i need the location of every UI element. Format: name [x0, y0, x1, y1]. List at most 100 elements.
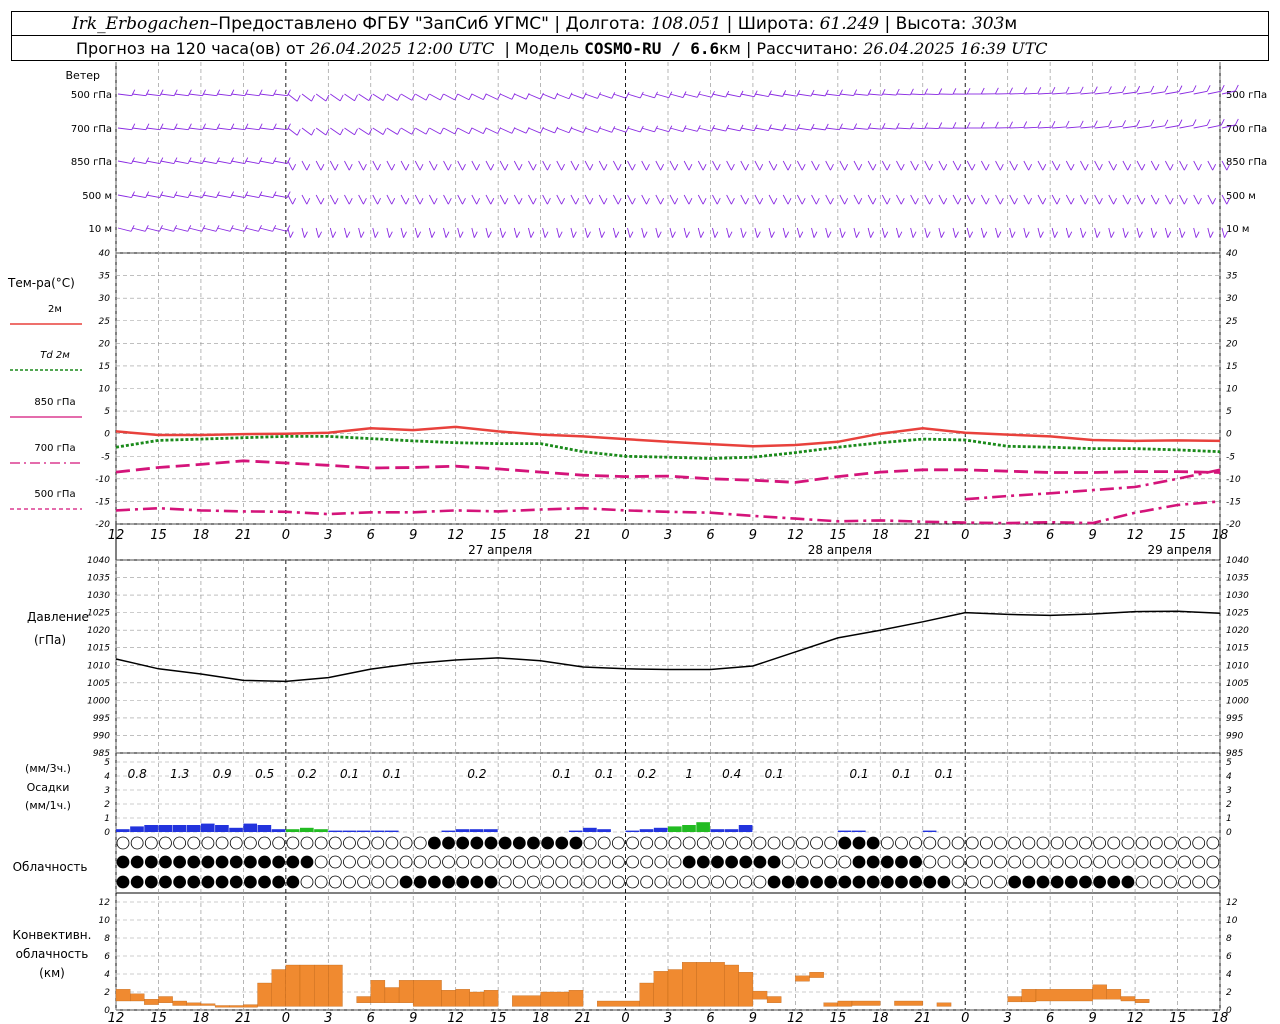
date-label: 29 апреля — [1147, 543, 1211, 557]
wind-barb — [231, 227, 245, 232]
cloud-symbol — [682, 875, 696, 889]
wind-barb-feather — [368, 128, 373, 135]
wind-barb-feather — [1065, 120, 1070, 128]
wind-barb-feather — [768, 124, 772, 131]
wind-barb — [485, 127, 498, 134]
hour-tick-temp: 21 — [914, 528, 931, 543]
conv-bar — [370, 980, 386, 1003]
pressure-unit: (гПа) — [34, 633, 66, 647]
wind-barb — [330, 127, 341, 136]
wind-barb — [726, 160, 732, 171]
conv-bar — [795, 975, 810, 982]
wind-barb — [146, 127, 161, 131]
wind-barb — [485, 227, 489, 238]
wind-barb — [372, 127, 384, 135]
wind-barb-feather — [971, 164, 976, 171]
conv-bar — [314, 964, 329, 1007]
wind-barb-feather — [397, 128, 401, 135]
conv-bar — [752, 990, 768, 1000]
wind-barb — [358, 194, 364, 205]
wind-barb-feather — [745, 164, 749, 171]
wind-barb — [117, 194, 132, 198]
cloud-symbol — [201, 855, 215, 869]
wind-barb-feather — [858, 198, 863, 205]
cloud-symbol — [215, 855, 229, 869]
cloud-symbol — [328, 855, 342, 869]
temp-axis-tick-right: 30 — [1226, 294, 1238, 304]
wind-barb — [174, 127, 189, 131]
wind-barb-feather — [482, 93, 487, 100]
conv-bar — [1035, 989, 1093, 1002]
wind-barb-feather — [354, 94, 358, 102]
precip-bar — [583, 827, 597, 832]
wind-barb-feather — [311, 94, 315, 102]
cloud-symbol — [413, 875, 427, 889]
cloud-symbol — [668, 875, 682, 889]
wind-barb — [867, 227, 872, 238]
wind-barb — [938, 194, 945, 205]
wind-barb-feather — [898, 231, 903, 238]
hour-tick-temp: 15 — [1169, 528, 1186, 543]
wind-barb-feather — [938, 122, 943, 129]
cloud-symbol — [470, 855, 484, 869]
wind-barb — [1094, 92, 1109, 95]
cloud-symbol — [852, 855, 866, 869]
wind-barb — [853, 93, 868, 96]
wind-barb — [132, 93, 146, 97]
wind-barb-feather — [145, 191, 150, 198]
wind-barb-feather — [716, 164, 721, 171]
calc-label: Рассчитано: — [756, 38, 859, 58]
cloud-symbol — [512, 875, 526, 889]
wind-barb-feather — [625, 125, 630, 133]
wind-barb-feather — [201, 191, 206, 198]
wind-barb-feather — [382, 94, 387, 101]
wind-level-right: 10 м — [1226, 224, 1249, 235]
hour-tick-conv: 12 — [787, 1011, 804, 1024]
wind-barb-feather — [926, 231, 931, 238]
cloud-symbol — [781, 875, 795, 889]
wind-barb — [740, 227, 744, 238]
cloud-symbol — [484, 875, 498, 889]
cloud-symbol — [328, 836, 342, 850]
conv-bar — [837, 1000, 853, 1007]
model-name: COSMO-RU / 6.6 — [584, 38, 720, 58]
wind-barb — [655, 227, 659, 238]
wind-barb-feather — [258, 123, 263, 130]
cloud-symbol — [512, 855, 526, 869]
precip-bar — [639, 829, 654, 832]
precip-unit-1h: (мм/1ч.) — [25, 799, 71, 812]
pressure-title: Давление — [27, 610, 89, 624]
cloud-symbol — [979, 855, 993, 869]
conv-bar — [398, 980, 414, 1003]
conv-title-3: (км) — [39, 966, 65, 980]
cloud-symbol — [654, 855, 668, 869]
cloud-symbol — [725, 836, 739, 850]
cloud-symbol — [130, 836, 144, 850]
wind-barb-feather — [589, 164, 594, 171]
wind-barb-feather — [391, 164, 396, 171]
cloud-symbol — [810, 855, 823, 869]
cloud-symbol — [144, 875, 158, 889]
wind-barb — [174, 93, 189, 97]
cloud-symbol — [711, 875, 724, 889]
conv-bar — [738, 972, 754, 1007]
wind-barb — [259, 93, 274, 97]
cloud-symbol — [1050, 836, 1064, 850]
wind-barb — [146, 194, 160, 198]
wind-barb-feather — [952, 88, 957, 95]
wind-barb — [386, 160, 393, 171]
wind-barb — [683, 194, 690, 205]
wind-barb — [726, 127, 741, 132]
wind-barb-feather — [346, 231, 351, 238]
cloud-symbol — [385, 836, 399, 850]
wind-barb-feather — [639, 125, 644, 133]
wind-barb — [216, 227, 231, 232]
precip-axis-tick-left: 2 — [104, 800, 110, 810]
cloud-symbol — [1036, 875, 1050, 889]
wind-barb-feather — [1224, 231, 1228, 238]
wind-barb — [160, 227, 174, 232]
cloud-symbol — [951, 855, 965, 869]
model-label: Модель — [515, 38, 580, 58]
wind-barb — [839, 160, 846, 171]
wind-barb-feather — [476, 164, 481, 171]
